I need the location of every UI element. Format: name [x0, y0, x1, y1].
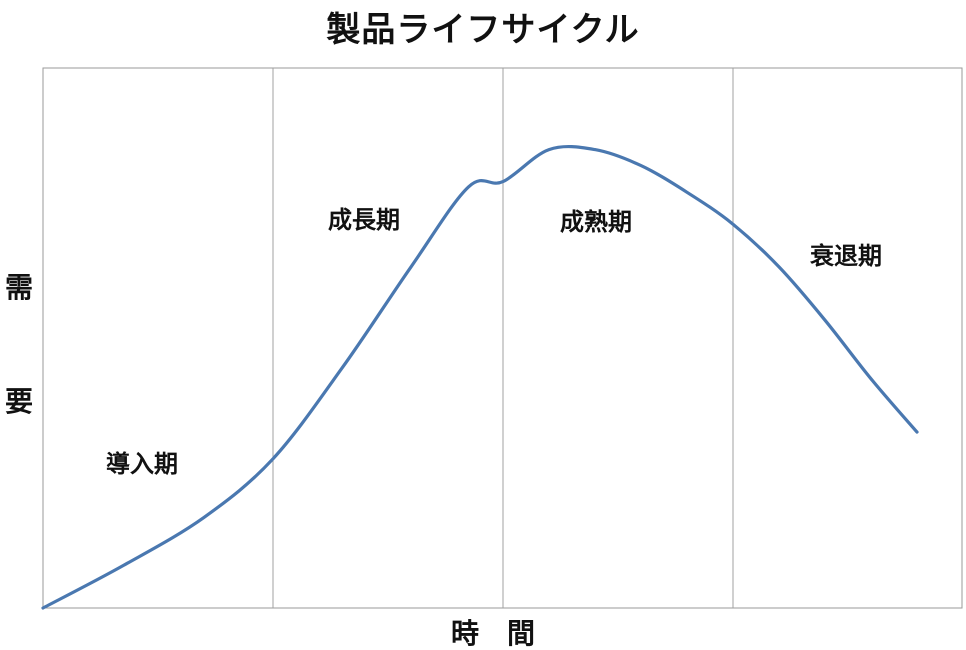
phase-label-growth: 成長期: [328, 206, 400, 234]
ylabel-char-1: 需: [4, 271, 33, 304]
phase-label-maturity: 成熟期: [560, 208, 632, 236]
x-axis-label: 時 間: [450, 617, 535, 650]
phase-label-introduction: 導入期: [106, 450, 178, 478]
phase-label-decline: 衰退期: [810, 242, 882, 270]
phase-dividers: [272, 68, 734, 608]
ylabel-char-2: 要: [4, 385, 33, 418]
demand-curve-line: [41, 144, 919, 610]
chart-title: 製品ライフサイクル: [326, 10, 640, 50]
